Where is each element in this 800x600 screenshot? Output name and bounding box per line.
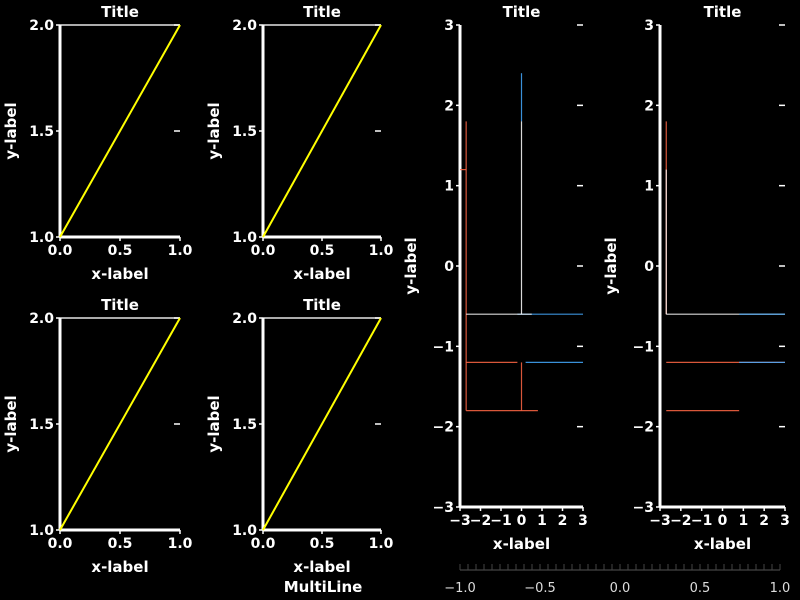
y-tick-label: −1 — [633, 339, 654, 355]
x-tick-label: 0.0 — [251, 536, 276, 552]
y-tick-label: 0 — [444, 259, 454, 275]
series-line-1 — [59, 317, 181, 531]
x-tick-label: 0.0 — [251, 243, 276, 259]
colorbar-tick-label: 1.0 — [770, 581, 791, 596]
chart-title: Title — [303, 3, 341, 21]
subplot-4: Title 0.0 0.5 1.0 1.0 1.5 2.0 x-label y-label — [205, 296, 394, 576]
x-tick-label: −2 — [670, 513, 691, 529]
y-tick-label: 2.0 — [232, 18, 257, 34]
x-tick-label: 0 — [517, 513, 527, 529]
y-tick-label: 0 — [644, 259, 654, 275]
x-axis-label: x-label — [91, 558, 148, 576]
series-line-1 — [262, 317, 382, 531]
y-tick-label: −2 — [433, 420, 454, 436]
x-tick-label: 3 — [578, 513, 588, 529]
y-tick-label: 1.0 — [29, 523, 54, 539]
chart-title: Title — [101, 3, 139, 21]
y-axis-label: y-label — [402, 237, 420, 294]
x-tick-label: 1.0 — [369, 243, 394, 259]
chart-title: Title — [101, 296, 139, 314]
subplot-3: Title 0.0 0.5 1.0 1.0 1.5 2.0 x-label y-label — [2, 296, 193, 576]
y-axis-label: y-label — [2, 395, 20, 452]
subplot-2: Title 0.0 0.5 1.0 1.0 1.5 2.0 x-label y-label — [205, 3, 394, 283]
chart-title: Title — [503, 3, 541, 21]
y-tick-label: 1.5 — [29, 417, 54, 433]
x-tick-label: 0 — [718, 513, 728, 529]
y-tick-label: −2 — [633, 420, 654, 436]
y-tick-label: 1 — [444, 179, 454, 195]
y-tick-label: 1.0 — [232, 523, 257, 539]
x-axis-label: x-label — [91, 265, 148, 283]
subplot-1: Title 0.0 0.5 1.0 1.0 1.5 2.0 x-label y-label — [2, 3, 193, 283]
chart-title: Title — [303, 296, 341, 314]
y-tick-label: 2 — [444, 98, 454, 114]
y-tick-label: −3 — [633, 500, 654, 516]
y-tick-label: 2 — [644, 98, 654, 114]
y-tick-label: 1.5 — [29, 124, 54, 140]
x-tick-label: −1 — [691, 513, 712, 529]
y-tick-label: 2.0 — [232, 311, 257, 327]
y-axis-label: y-label — [602, 237, 620, 294]
y-tick-label: 1 — [644, 179, 654, 195]
x-tick-label: 1 — [537, 513, 547, 529]
y-tick-label: 1.0 — [232, 230, 257, 246]
figure-bottom-label: MultiLine — [284, 578, 363, 596]
colorbar-tick-label: 0.5 — [690, 581, 711, 596]
y-tick-label: 3 — [444, 18, 454, 34]
x-tick-label: 2 — [558, 513, 568, 529]
x-tick-label: 0.0 — [48, 536, 73, 552]
colorbar: −1.0 −0.5 0.0 0.5 1.0 — [444, 564, 790, 596]
y-tick-label: 3 — [644, 18, 654, 34]
x-tick-label: 0.5 — [108, 536, 133, 552]
colorbar-tick-label: −1.0 — [444, 581, 476, 596]
x-axis-label: x-label — [293, 558, 350, 576]
y-tick-label: −3 — [433, 500, 454, 516]
y-axis-label: y-label — [2, 102, 20, 159]
x-tick-label: 1 — [738, 513, 748, 529]
x-tick-label: 1.0 — [369, 536, 394, 552]
y-tick-label: −1 — [433, 339, 454, 355]
x-tick-label: −1 — [490, 513, 511, 529]
colorbar-tick-label: −0.5 — [524, 581, 556, 596]
x-tick-label: 1.0 — [168, 536, 193, 552]
chart-title: Title — [704, 3, 742, 21]
x-tick-label: −3 — [649, 513, 670, 529]
series-line-1 — [59, 24, 181, 238]
series-line-1 — [262, 24, 382, 238]
x-tick-label: 3 — [780, 513, 790, 529]
y-tick-label: 2.0 — [29, 18, 54, 34]
x-tick-label: 0.5 — [310, 243, 335, 259]
y-axis-label: y-label — [205, 395, 223, 452]
x-axis-label: x-label — [493, 535, 550, 553]
y-tick-label: 1.0 — [29, 230, 54, 246]
x-tick-label: −2 — [470, 513, 491, 529]
y-axis-label: y-label — [205, 102, 223, 159]
colorbar-tick-label: 0.0 — [610, 581, 631, 596]
x-tick-label: 2 — [759, 513, 769, 529]
y-tick-label: 2.0 — [29, 311, 54, 327]
x-tick-label: −3 — [449, 513, 470, 529]
x-tick-label: 0.5 — [108, 243, 133, 259]
x-axis-label: x-label — [694, 535, 751, 553]
x-axis-label: x-label — [293, 265, 350, 283]
y-tick-label: 1.5 — [232, 124, 257, 140]
x-tick-label: 0.5 — [310, 536, 335, 552]
x-tick-label: 0.0 — [48, 243, 73, 259]
x-tick-label: 1.0 — [168, 243, 193, 259]
y-tick-label: 1.5 — [232, 417, 257, 433]
